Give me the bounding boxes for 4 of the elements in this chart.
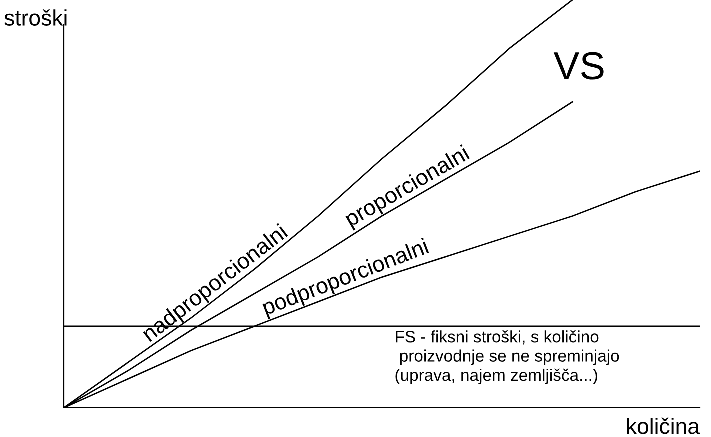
annotation: VS <box>554 52 604 80</box>
ref-line-label: FS - fiksni stroški, s količino proizvodnje se ne spreminjajo (uprava, najem zemljišča...) <box>396 330 620 384</box>
y-axis-title: stroški <box>4 10 67 26</box>
x-axis-title: količina <box>627 418 700 434</box>
